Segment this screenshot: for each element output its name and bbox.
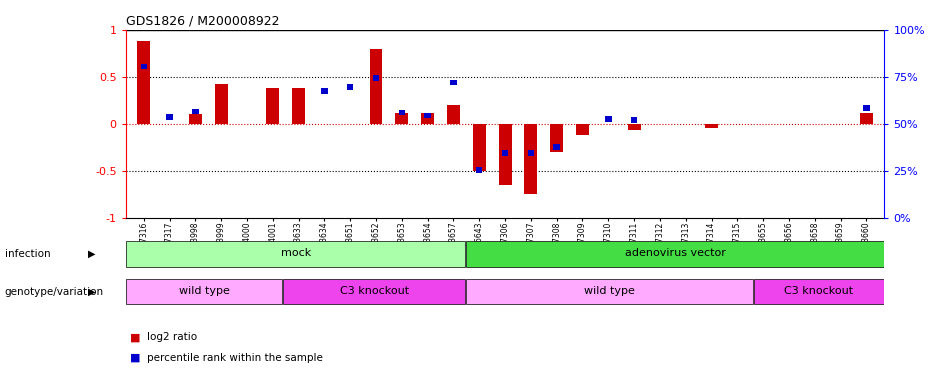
Text: GDS1826 / M200008922: GDS1826 / M200008922: [126, 15, 279, 27]
Bar: [425, 112, 431, 118]
Bar: [473, 124, 486, 171]
Bar: [863, 105, 870, 111]
Text: adenovirus vector: adenovirus vector: [625, 249, 725, 258]
Text: wild type: wild type: [179, 286, 230, 296]
Bar: [127, 279, 282, 304]
Bar: [631, 117, 638, 123]
Bar: [189, 114, 202, 124]
Bar: [447, 105, 460, 124]
Bar: [398, 110, 405, 116]
Text: C3 knockout: C3 knockout: [340, 286, 409, 296]
Bar: [421, 112, 434, 124]
Bar: [372, 75, 379, 81]
Text: log2 ratio: log2 ratio: [147, 333, 197, 342]
Bar: [370, 49, 383, 124]
Bar: [528, 150, 534, 156]
Bar: [502, 150, 508, 156]
Text: C3 knockout: C3 knockout: [785, 286, 854, 296]
Bar: [466, 279, 753, 304]
Bar: [550, 124, 563, 152]
Bar: [451, 80, 457, 86]
Text: ▶: ▶: [88, 249, 96, 259]
Bar: [860, 112, 873, 124]
Bar: [576, 124, 589, 135]
Text: ▶: ▶: [88, 287, 96, 297]
Bar: [141, 64, 147, 69]
Bar: [553, 144, 560, 150]
Bar: [499, 124, 511, 185]
Bar: [396, 112, 409, 124]
Bar: [705, 124, 718, 128]
Bar: [347, 84, 354, 90]
Bar: [167, 114, 173, 120]
Bar: [292, 88, 305, 124]
Text: genotype/variation: genotype/variation: [5, 287, 103, 297]
Bar: [466, 242, 884, 267]
Bar: [266, 88, 279, 124]
Bar: [127, 242, 466, 267]
Bar: [754, 279, 884, 304]
Bar: [283, 279, 466, 304]
Bar: [605, 116, 612, 122]
Text: percentile rank within the sample: percentile rank within the sample: [147, 353, 323, 363]
Bar: [476, 167, 482, 172]
Bar: [192, 109, 198, 114]
Bar: [627, 124, 641, 130]
Text: wild type: wild type: [585, 286, 635, 296]
Text: ■: ■: [130, 333, 141, 342]
Bar: [215, 84, 227, 124]
Bar: [137, 41, 150, 124]
Bar: [321, 88, 328, 94]
Text: ■: ■: [130, 353, 141, 363]
Text: infection: infection: [5, 249, 50, 259]
Text: mock: mock: [280, 249, 311, 258]
Bar: [524, 124, 537, 194]
